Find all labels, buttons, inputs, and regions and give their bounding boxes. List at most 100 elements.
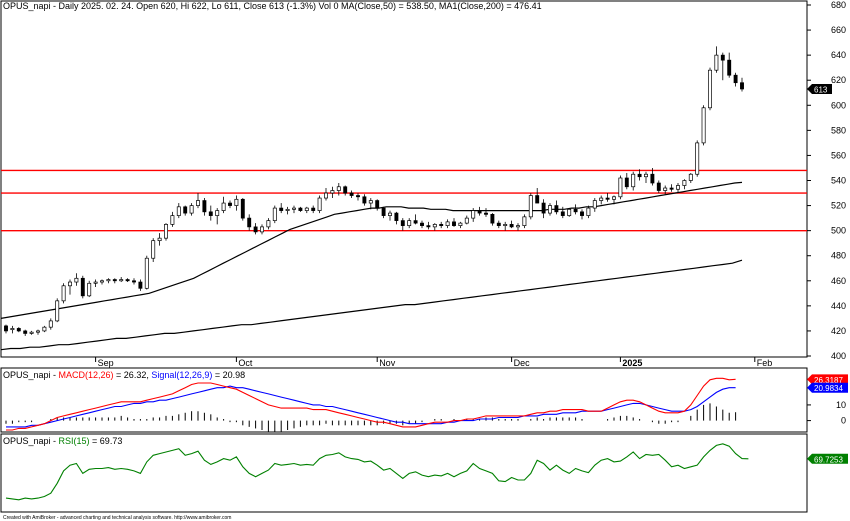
price-chart-title: OPUS_napi - Daily 2025. 02. 24. Open 620… <box>3 1 542 11</box>
candle-up <box>432 224 437 228</box>
candle-up <box>74 277 79 283</box>
candle-up <box>48 320 53 328</box>
candle-up <box>464 217 469 224</box>
rsi-series <box>5 443 749 501</box>
candle-down <box>426 225 431 228</box>
candle-up <box>701 107 706 144</box>
candle-down <box>80 277 85 297</box>
candle-up <box>215 210 220 216</box>
candle-up <box>612 196 616 200</box>
x-tick-label: Sep <box>98 358 114 368</box>
candle-down <box>740 82 744 90</box>
ma50-line <box>0 181 743 319</box>
candle-down <box>484 212 488 215</box>
candlesticks <box>4 46 744 336</box>
candle-up <box>164 224 168 239</box>
candle-down <box>727 59 732 76</box>
candle-down <box>413 220 418 224</box>
candle-down <box>496 222 501 226</box>
last-close-badge: 613 <box>807 83 832 94</box>
candle-up <box>87 282 92 297</box>
candle-up <box>292 207 296 210</box>
candle-up <box>260 226 264 233</box>
price-pane: 400 420 440 460 480 500 520 540 560 580 600 620 640 6… <box>0 0 846 368</box>
price-y-tick-label: 420 <box>831 326 846 336</box>
candle-up <box>458 222 463 226</box>
candle-down <box>23 330 28 334</box>
candle-up <box>644 173 648 178</box>
candle-down <box>420 222 424 226</box>
candle-up <box>586 207 591 216</box>
candle-up <box>695 142 700 175</box>
candle-up <box>567 208 572 216</box>
ma50-series <box>0 181 743 319</box>
x-tick-label: 2025 <box>622 358 642 368</box>
rsi-title-value: = 69.73 <box>90 436 123 446</box>
candle-down <box>202 200 207 213</box>
rsi-badge-label: 69.7253 <box>814 455 843 464</box>
candle-up <box>548 205 552 214</box>
candle-down <box>573 208 578 213</box>
candle-down <box>605 197 610 200</box>
candle-up <box>516 225 520 228</box>
candle-up <box>285 208 290 211</box>
candle-down <box>16 328 21 332</box>
candle-down <box>656 182 661 191</box>
price-y-tick-label: 480 <box>831 251 846 261</box>
candle-down <box>132 280 136 283</box>
candle-up <box>676 185 680 190</box>
x-tick-label: Feb <box>757 358 773 368</box>
footer-credit: Created with AmiBroker - advanced charti… <box>3 515 231 521</box>
candle-down <box>669 187 674 190</box>
price-y-axis: 400 420 440 460 480 500 520 540 560 580 600 620 640 6… <box>807 0 846 361</box>
candle-up <box>157 237 162 242</box>
candle-up <box>714 54 719 71</box>
candle-up <box>528 195 533 218</box>
candle-down <box>509 224 514 228</box>
candle-up <box>42 326 47 332</box>
rsi-line <box>5 443 749 501</box>
x-tick-label: Dec <box>514 358 531 368</box>
price-y-tick-label: 680 <box>831 0 846 10</box>
candle-down <box>343 186 348 194</box>
candle-down <box>253 226 258 233</box>
price-y-tick-label: 580 <box>831 125 846 135</box>
macd-title-prefix: OPUS_napi - <box>3 370 59 380</box>
rsi-title-prefix: OPUS_napi - <box>3 436 59 446</box>
ma200-series <box>0 259 743 351</box>
candle-up <box>170 215 175 225</box>
price-pane-frame <box>0 0 808 358</box>
price-y-tick-label: 640 <box>831 50 846 60</box>
x-tick-label: Nov <box>379 358 396 368</box>
candle-down <box>349 192 354 196</box>
candle-up <box>388 212 392 216</box>
macd-badge-label: 26.3187 <box>814 376 843 385</box>
candle-down <box>279 207 284 211</box>
macd-badge-shape <box>807 382 848 393</box>
candle-up <box>631 173 636 188</box>
ma200-line <box>0 259 743 351</box>
candle-down <box>560 211 565 216</box>
candle-down <box>183 206 188 214</box>
macd-badge-shape <box>807 374 848 385</box>
price-y-tick-label: 460 <box>831 276 846 286</box>
candle-down <box>554 205 559 213</box>
candle-up <box>10 328 15 331</box>
signal-series <box>6 385 736 428</box>
candle-down <box>535 195 540 204</box>
candle-up <box>68 281 72 287</box>
candle-down <box>4 325 8 332</box>
candle-up <box>688 173 693 181</box>
candle-up <box>55 300 60 322</box>
rsi-value-badge: 69.7253 <box>807 453 848 464</box>
candle-up <box>196 200 200 206</box>
candle-down <box>356 195 360 198</box>
price-y-tick-label: 520 <box>831 201 846 211</box>
macd-title-macd: MACD(12,26) <box>59 370 114 380</box>
candle-down <box>311 207 316 211</box>
candle-up <box>368 200 373 204</box>
macd-title-macd-value: = 26.32, <box>114 370 152 380</box>
candle-down <box>580 211 584 216</box>
